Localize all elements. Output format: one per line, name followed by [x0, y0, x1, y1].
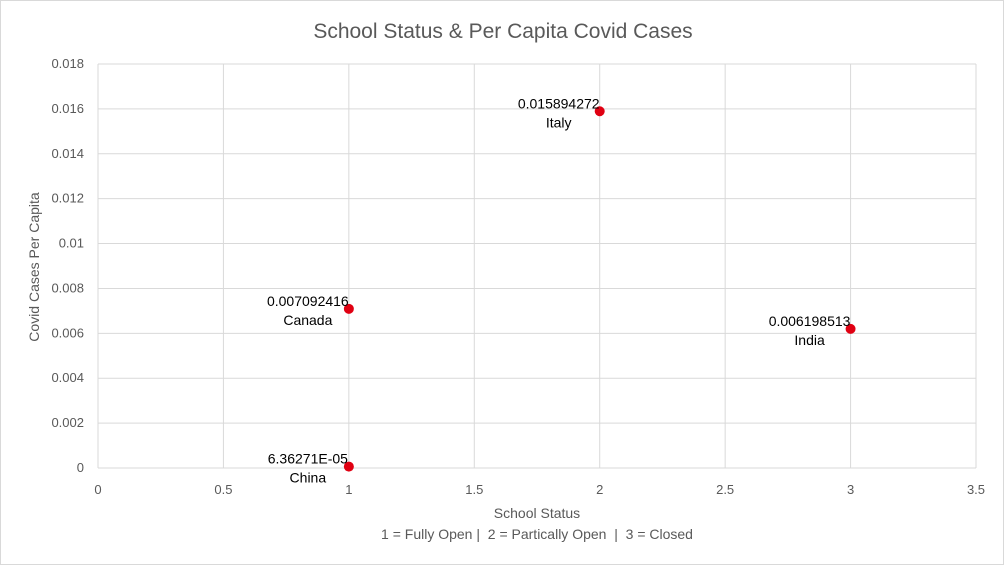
- x-tick-label-2: 1: [345, 482, 352, 497]
- data-points: [343, 106, 856, 472]
- data-point-italy: [594, 106, 605, 117]
- x-tick-label-1: 0.5: [214, 482, 232, 497]
- y-tick-label-8: 0.016: [51, 101, 84, 116]
- data-label-name-canada: Canada: [283, 312, 332, 328]
- x-tick-label-7: 3.5: [967, 482, 985, 497]
- y-tick-label-0: 0: [77, 460, 84, 475]
- x-axis-title: School Status: [494, 505, 580, 521]
- data-labels: 0.007092416 Canada 6.36271E-05 China 0.01589…: [267, 95, 851, 485]
- data-label-value-italy: 0.015894272: [518, 95, 600, 111]
- y-tick-label-1: 0.002: [51, 415, 84, 430]
- y-tick-label-6: 0.012: [51, 191, 84, 206]
- data-point-china: [343, 461, 354, 472]
- y-tick-label-5: 0.01: [59, 236, 84, 251]
- data-label-value-china: 6.36271E-05: [268, 451, 348, 467]
- data-point-india: [845, 323, 856, 334]
- x-tick-label-3: 1.5: [465, 482, 483, 497]
- y-tick-label-9: 0.018: [51, 56, 84, 71]
- data-label-value-india: 0.006198513: [769, 313, 851, 329]
- y-axis-title: Covid Cases Per Capita: [26, 192, 42, 342]
- y-tick-label-7: 0.014: [51, 146, 84, 161]
- data-label-name-china: China: [290, 470, 327, 486]
- y-tick-label-3: 0.006: [51, 325, 84, 340]
- data-point-canada: [343, 303, 354, 314]
- y-tick-label-4: 0.008: [51, 280, 84, 295]
- x-tick-label-5: 2.5: [716, 482, 734, 497]
- x-tick-label-6: 3: [847, 482, 854, 497]
- x-axis-note: 1 = Fully Open | 2 = Partically Open | 3…: [381, 526, 693, 542]
- gridlines: [97, 63, 977, 469]
- x-tick-label-0: 0: [94, 482, 101, 497]
- tick-labels: 0 0.002 0.004 0.006 0.008 0.01 0.012 0.014 0.016…: [51, 56, 985, 497]
- chart-title: School Status & Per Capita Covid Cases: [313, 20, 692, 43]
- data-label-value-canada: 0.007092416: [267, 293, 349, 309]
- x-tick-label-4: 2: [596, 482, 603, 497]
- data-label-name-italy: Italy: [546, 114, 572, 130]
- y-tick-label-2: 0.004: [51, 370, 84, 385]
- data-label-name-india: India: [794, 332, 825, 348]
